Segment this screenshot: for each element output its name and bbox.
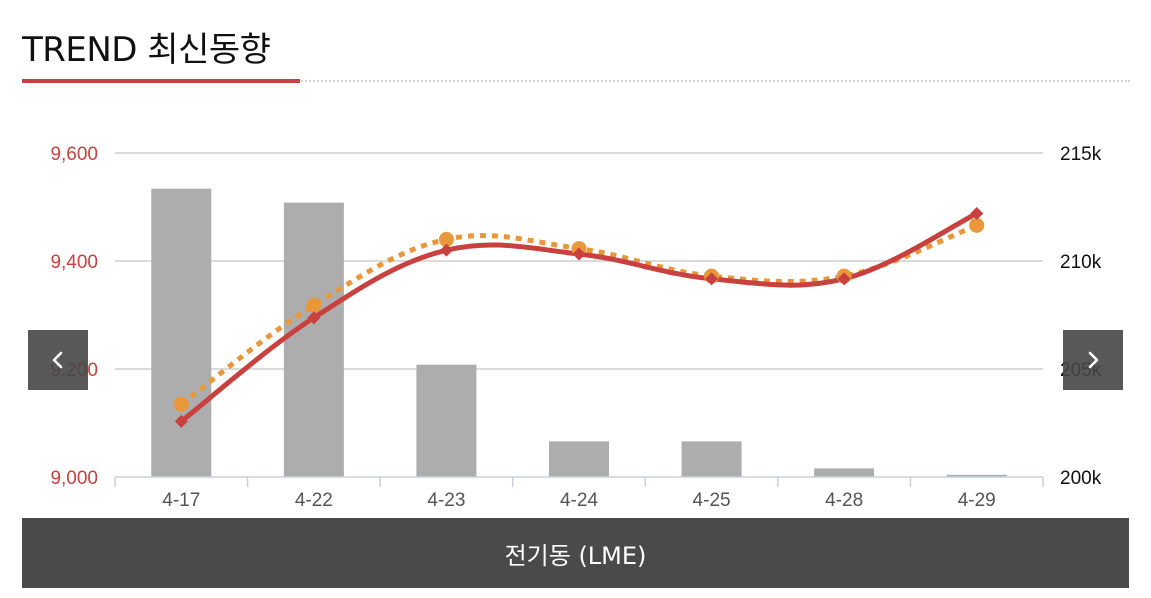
bar-4-24 <box>549 441 609 477</box>
right-axis-tick-label: 200k <box>1060 468 1102 489</box>
x-axis-tick-label: 4-24 <box>560 490 598 511</box>
bar-4-17 <box>151 188 212 477</box>
x-axis-tick-label: 4-22 <box>295 490 333 511</box>
prev-button[interactable] <box>28 330 88 390</box>
solid-point-4-23 <box>439 243 453 257</box>
right-axis-tick-label: 210k <box>1060 252 1102 273</box>
next-button[interactable] <box>1063 330 1123 390</box>
title-divider <box>22 80 1130 82</box>
chevron-right-icon <box>1088 351 1099 369</box>
solid-point-4-24 <box>572 247 586 261</box>
x-axis-tick-label: 4-17 <box>162 490 200 511</box>
solid-point-4-17 <box>174 414 188 428</box>
x-axis-tick-label: 4-25 <box>693 490 731 511</box>
dotted-point-4-23 <box>438 231 454 247</box>
solid-point-4-28 <box>837 272 851 286</box>
bar-4-29 <box>946 474 1007 477</box>
page-title: TREND 최신동향 <box>22 30 271 70</box>
x-axis-tick-label: 4-28 <box>825 490 863 511</box>
x-axis-tick-label: 4-29 <box>958 490 996 511</box>
x-axis-tick-label: 4-23 <box>427 490 465 511</box>
left-axis-tick-label: 9,600 <box>50 144 98 165</box>
bar-4-22 <box>283 202 344 477</box>
solid-point-4-25 <box>705 272 719 286</box>
solid-point-4-22 <box>307 311 321 325</box>
bar-4-23 <box>416 364 477 477</box>
dotted-point-4-17 <box>173 396 189 412</box>
dotted-point-4-22 <box>306 297 322 313</box>
left-axis-tick-label: 9,400 <box>50 252 98 273</box>
bar-4-28 <box>814 468 875 477</box>
title-accent-bar <box>22 79 300 83</box>
dotted-point-4-29 <box>969 217 985 233</box>
solid-point-4-29 <box>970 206 984 220</box>
footer-label[interactable]: 전기동 (LME) <box>22 518 1129 588</box>
bar-4-25 <box>681 441 742 477</box>
right-axis-tick-label: 215k <box>1060 144 1102 165</box>
left-axis-tick-label: 9,000 <box>50 468 98 489</box>
chevron-left-icon <box>52 351 63 369</box>
